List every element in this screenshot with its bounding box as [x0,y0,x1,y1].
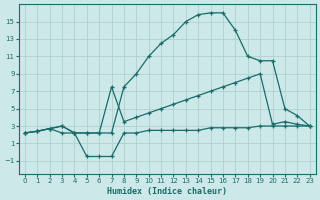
X-axis label: Humidex (Indice chaleur): Humidex (Indice chaleur) [107,187,227,196]
